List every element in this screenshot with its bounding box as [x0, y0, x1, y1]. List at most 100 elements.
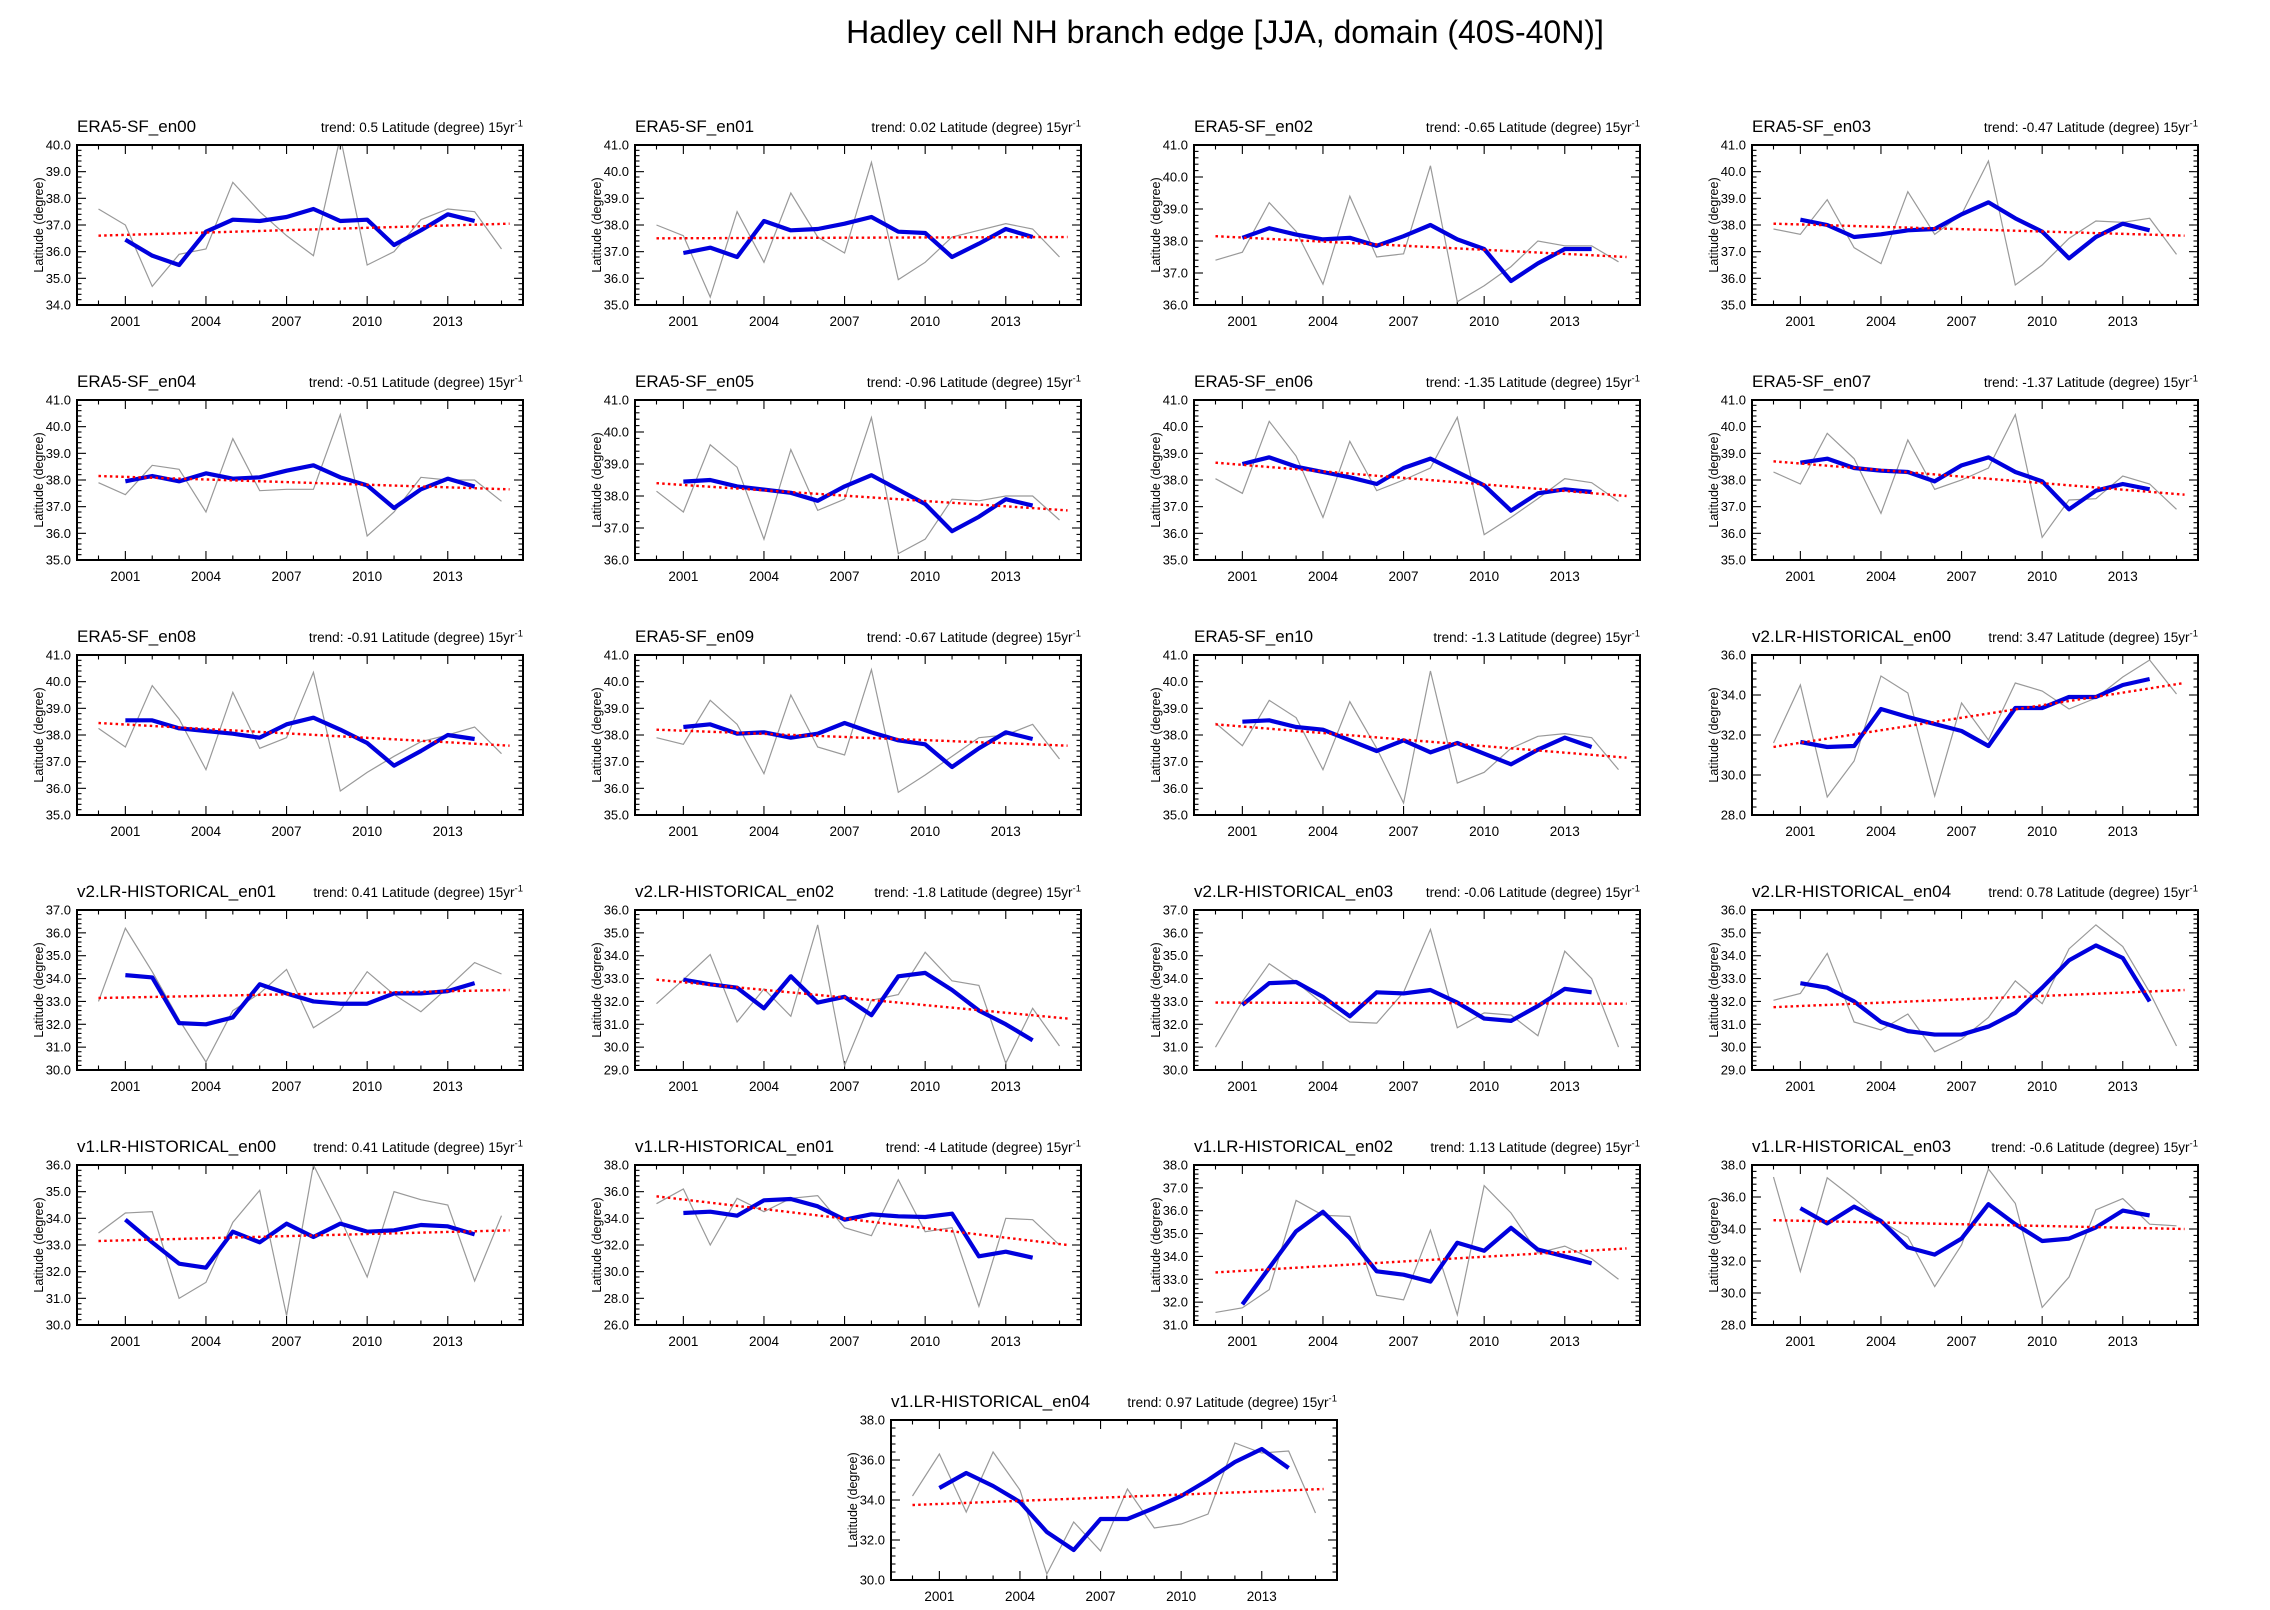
trend-line	[656, 482, 1068, 512]
plot-frame	[634, 144, 1082, 306]
smoothed-series-line	[1800, 455, 2151, 512]
y-tick-label: 38.0	[46, 191, 71, 206]
y-tick-label: 30.0	[46, 1063, 71, 1078]
y-tick-label: 41.0	[1163, 648, 1188, 663]
subplot-ERA5-SF_en06: 35.0 36.0 37.0 38.0 39.0 40.0 41.0 2001 2004 2007…	[1147, 330, 1705, 585]
chart-canvas: 30.0 31.0 32.0 33.0 34.0 35.0 36.0 2001 2004 2007…	[32, 1137, 524, 1349]
trend-line	[98, 474, 510, 491]
y-tick-label: 37.0	[46, 218, 71, 233]
x-tick-label: 2010	[2027, 314, 2057, 329]
y-tick-label: 32.0	[604, 1238, 629, 1253]
x-tick-label: 2001	[110, 314, 140, 329]
y-tick-label: 34.0	[46, 971, 71, 986]
axis-ticks	[1752, 1164, 2198, 1326]
y-tick-label: 33.0	[1721, 971, 1746, 986]
trend-line	[1773, 1219, 2185, 1231]
x-tick-label: 2013	[1550, 314, 1580, 329]
y-tick-label: 31.0	[1721, 1017, 1746, 1032]
y-tick-label: 35.0	[1721, 553, 1746, 568]
smoothed-series-line	[1799, 1202, 2151, 1257]
trend-annotation: trend: 0.02 Latitude (degree) 15yr-1	[871, 119, 1081, 136]
trend-line	[1773, 222, 2185, 237]
y-axis-label: Latitude (degree)	[32, 1197, 46, 1292]
y-tick-label: 30.0	[1163, 1063, 1188, 1078]
y-tick-label: 36.0	[1163, 298, 1188, 313]
x-tick-label: 2010	[1469, 569, 1499, 584]
smoothed-series-line	[1241, 979, 1592, 1023]
raw-series-line	[656, 1178, 1060, 1309]
x-tick-label: 2013	[991, 569, 1021, 584]
y-tick-label: 29.0	[1721, 1063, 1746, 1078]
y-axis-label: Latitude (degree)	[32, 432, 46, 527]
plot-frame	[1193, 909, 1641, 1071]
x-tick-label: 2001	[668, 824, 698, 839]
x-tick-label: 2001	[110, 824, 140, 839]
x-tick-label: 2013	[1550, 1334, 1580, 1349]
y-tick-label: 28.0	[604, 1291, 629, 1306]
y-tick-label: 40.0	[604, 425, 629, 440]
smoothed-series-line	[124, 1218, 476, 1270]
y-axis-label: Latitude (degree)	[590, 1197, 604, 1292]
trend-annotation: trend: 0.78 Latitude (degree) 15yr-1	[1988, 884, 2198, 901]
subplot-title: v1.LR-HISTORICAL_en01	[635, 1137, 834, 1156]
plot-frame	[1751, 654, 2199, 816]
y-tick-label: 28.0	[1721, 1318, 1746, 1333]
x-tick-label: 2004	[191, 1334, 222, 1349]
y-tick-label: 40.0	[1163, 419, 1188, 434]
raw-series-line	[1773, 924, 2178, 1053]
x-tick-label: 2004	[1866, 314, 1897, 329]
y-tick-label: 37.0	[604, 754, 629, 769]
chart-canvas: 35.0 36.0 37.0 38.0 39.0 40.0 41.0 2001 2004 2007…	[1707, 372, 2199, 584]
x-tick-label: 2013	[433, 824, 463, 839]
y-tick-label: 36.0	[46, 925, 71, 940]
x-tick-label: 2013	[2108, 569, 2138, 584]
raw-series-line	[1773, 412, 2177, 539]
subplot-v2.LR-HISTORICAL_en01: 30.0 31.0 32.0 33.0 34.0 35.0 36.0 37.0 2001 2004…	[30, 840, 588, 1095]
y-tick-label: 35.0	[1163, 553, 1188, 568]
y-tick-label: 30.0	[46, 1318, 71, 1333]
raw-series-line	[98, 145, 502, 288]
chart-canvas: 35.0 36.0 37.0 38.0 39.0 40.0 41.0 2001 2004 2007…	[590, 627, 1082, 839]
x-tick-label: 2010	[910, 824, 940, 839]
y-tick-label: 35.0	[604, 808, 629, 823]
y-axis-label: Latitude (degree)	[32, 942, 46, 1037]
y-axis-label: Latitude (degree)	[846, 1452, 860, 1547]
trend-line	[98, 721, 510, 747]
y-tick-label: 32.0	[860, 1533, 885, 1548]
x-tick-label: 2007	[272, 824, 302, 839]
plot-frame	[634, 909, 1082, 1071]
axis-ticks	[77, 1164, 523, 1326]
y-tick-label: 37.0	[1163, 754, 1188, 769]
y-tick-label: 31.0	[1163, 1318, 1188, 1333]
y-tick-label: 35.0	[1721, 925, 1746, 940]
y-axis-label: Latitude (degree)	[590, 942, 604, 1037]
y-tick-label: 38.0	[1163, 473, 1188, 488]
x-tick-label: 2007	[1947, 314, 1977, 329]
y-tick-label: 34.0	[860, 1493, 885, 1508]
y-tick-label: 36.0	[46, 244, 71, 259]
y-tick-label: 37.0	[1163, 903, 1188, 918]
y-axis-label: Latitude (degree)	[590, 432, 604, 527]
x-tick-label: 2001	[668, 1334, 698, 1349]
y-tick-label: 40.0	[604, 674, 629, 689]
y-tick-label: 35.0	[46, 948, 71, 963]
y-tick-label: 39.0	[1163, 202, 1188, 217]
x-tick-label: 2004	[749, 569, 780, 584]
y-tick-label: 40.0	[604, 164, 629, 179]
trend-annotation: trend: 0.5 Latitude (degree) 15yr-1	[321, 119, 523, 136]
x-tick-label: 2010	[2027, 824, 2057, 839]
y-tick-label: 29.0	[604, 1063, 629, 1078]
subplot-title: v2.LR-HISTORICAL_en00	[1752, 627, 1951, 646]
subplot-title: ERA5-SF_en08	[77, 627, 196, 646]
y-tick-label: 41.0	[1721, 393, 1746, 408]
axis-ticks	[1752, 654, 2198, 816]
subplot-v1.LR-HISTORICAL_en01: 26.0 28.0 30.0 32.0 34.0 36.0 38.0 2001 2004 2007…	[588, 1095, 1146, 1350]
smoothed-series-line	[1240, 1209, 1593, 1306]
plot-frame	[76, 1164, 524, 1326]
axis-ticks	[77, 654, 523, 816]
y-tick-label: 37.0	[1721, 499, 1746, 514]
subplot-title: ERA5-SF_en10	[1194, 627, 1313, 646]
subplot-title: v1.LR-HISTORICAL_en02	[1194, 1137, 1393, 1156]
y-tick-label: 34.0	[1721, 948, 1746, 963]
y-tick-label: 38.0	[1163, 234, 1188, 249]
